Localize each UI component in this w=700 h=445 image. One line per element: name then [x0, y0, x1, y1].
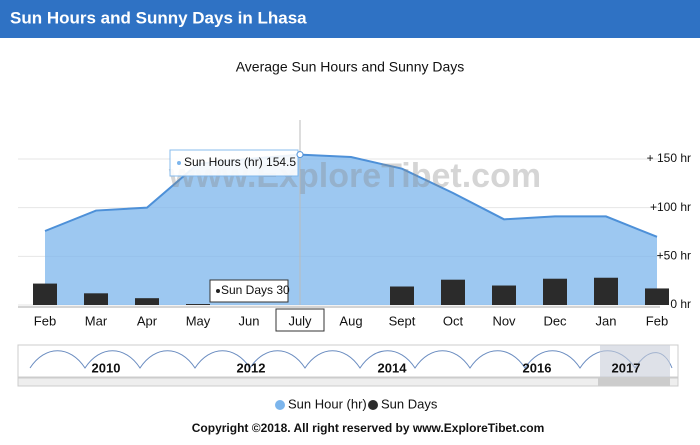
bar	[441, 279, 465, 305]
scrollbar[interactable]	[17, 377, 679, 387]
x-tick-label: Oct	[443, 313, 464, 328]
navigator-label: 2017	[612, 360, 641, 375]
x-tick-label: Feb	[646, 313, 668, 328]
bar	[135, 298, 159, 305]
x-tick-label: Jan	[596, 313, 617, 328]
bar	[186, 304, 210, 305]
navigator-label: 2012	[237, 360, 266, 375]
bar	[33, 283, 57, 305]
navigator-labels: 2010 2012 2014 2016 2017	[92, 360, 641, 375]
legend-label[interactable]: Sun Hour (hr)	[288, 396, 367, 411]
bar	[645, 288, 669, 305]
selected-category	[275, 308, 325, 332]
bar	[390, 286, 414, 305]
y-tick-label: 0 hr	[670, 297, 691, 311]
bar	[84, 293, 108, 305]
x-tick-label: Nov	[492, 313, 516, 328]
area-line	[44, 153, 658, 238]
x-tick-label: Feb	[34, 313, 56, 328]
header-title: Sun Hours and Sunny Days in Lhasa	[10, 8, 307, 27]
tooltip-text: Sun Days 30	[221, 283, 290, 297]
footer: Copyright ©2018. All right reserved by w…	[192, 421, 545, 435]
legend-swatch[interactable]	[275, 400, 285, 410]
chart-title: Average Sun Hours and Sunny Days	[236, 59, 465, 75]
legend: Sun Hour (hr) Sun Days	[275, 396, 438, 411]
navigator-label: 2014	[378, 360, 408, 375]
tooltip-box	[169, 149, 299, 177]
x-tick-label: Aug	[339, 313, 362, 328]
legend-label[interactable]: Sun Days	[381, 396, 438, 411]
tooltip-dot	[177, 161, 181, 165]
x-tick-label: Mar	[85, 313, 108, 328]
plot	[18, 120, 669, 308]
bar	[594, 277, 618, 305]
navigator-label: 2010	[92, 360, 121, 375]
bar	[492, 285, 516, 305]
x-tick-label: Jun	[239, 313, 260, 328]
tooltip-point	[296, 151, 304, 159]
navigator-label: 2016	[523, 360, 552, 375]
x-tick-label: July	[288, 313, 312, 328]
y-tick-label: +50 hr	[657, 248, 691, 262]
header-bar	[0, 0, 700, 38]
bar	[543, 278, 567, 305]
navigator-selection[interactable]	[600, 345, 670, 377]
tooltip-box	[209, 279, 289, 303]
x-tick-label: Sept	[389, 313, 416, 328]
tooltip-text: Sun Hours (hr) 154.5	[184, 155, 296, 169]
area-fill	[45, 154, 657, 305]
x-tick-label: May	[186, 313, 211, 328]
scrollbar-thumb[interactable]	[598, 378, 670, 386]
navigator-line	[29, 350, 673, 369]
legend-swatch[interactable]	[368, 400, 378, 410]
x-tick-label: Dec	[543, 313, 567, 328]
x-tick-label: Apr	[137, 313, 158, 328]
y-tick-label: + 150 hr	[647, 151, 691, 165]
y-tick-label: +100 hr	[650, 200, 691, 214]
tooltip-dot	[216, 289, 220, 293]
navigator[interactable]	[17, 344, 679, 378]
